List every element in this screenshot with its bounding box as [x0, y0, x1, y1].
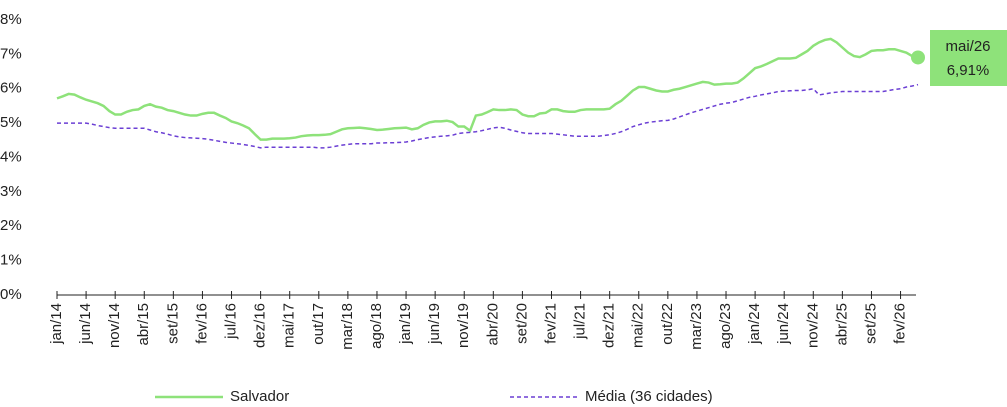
x-tick-label: set/25 [862, 303, 879, 344]
y-tick-label: 4% [0, 148, 22, 165]
last-point [911, 50, 925, 65]
x-tick-label: nov/19 [455, 303, 472, 348]
y-tick-label: 8% [0, 11, 22, 28]
x-tick-label: mar/18 [339, 303, 356, 350]
x-tick-label: abr/20 [484, 303, 501, 346]
x-tick-label: set/20 [513, 303, 530, 344]
y-tick-label: 5% [0, 114, 22, 131]
x-tick-label: out/22 [659, 303, 676, 345]
x-tick-label: set/15 [164, 303, 181, 344]
x-tick-label: nov/24 [804, 303, 821, 348]
x-tick-label: fev/16 [193, 303, 210, 344]
annotation-value: 6,91% [947, 62, 990, 79]
x-tick-label: jan/24 [746, 303, 763, 345]
x-tick-label: mai/17 [281, 303, 298, 348]
x-tick-label: fev/26 [892, 303, 909, 344]
y-tick-label: 6% [0, 80, 22, 97]
x-tick-label: abr/15 [135, 303, 152, 346]
x-tick-label: jun/14 [77, 303, 94, 345]
x-tick-label: mar/23 [688, 303, 705, 350]
x-tick-label: jul/21 [572, 303, 589, 340]
x-tick-label: fev/21 [542, 303, 559, 344]
x-tick-label: jun/24 [775, 303, 792, 345]
x-tick-label: jan/19 [397, 303, 414, 345]
series-line [56, 37, 919, 141]
series-line [57, 83, 919, 149]
legend-label: Média (36 cidades) [585, 388, 713, 405]
x-tick-label: jun/19 [426, 303, 443, 345]
annotation-box [930, 30, 1007, 86]
x-tick-label: dez/21 [601, 303, 618, 348]
x-tick-label: ago/18 [368, 303, 385, 349]
x-tick-label: jan/14 [48, 303, 65, 345]
y-tick-label: 1% [0, 252, 22, 269]
x-tick-label: out/17 [310, 303, 327, 345]
y-tick-label: 7% [0, 45, 22, 62]
x-tick-label: nov/14 [106, 303, 123, 348]
y-tick-label: 3% [0, 183, 22, 200]
y-tick-label: 2% [0, 217, 22, 234]
x-tick-label: abr/25 [833, 303, 850, 346]
x-tick-label: mai/22 [630, 303, 647, 348]
legend-label: Salvador [230, 388, 289, 405]
x-tick-label: dez/16 [252, 303, 269, 348]
annotation-date: mai/26 [945, 38, 990, 55]
x-tick-label: jul/16 [222, 303, 239, 340]
y-tick-label: 0% [0, 286, 22, 303]
x-tick-label: ago/23 [717, 303, 734, 349]
